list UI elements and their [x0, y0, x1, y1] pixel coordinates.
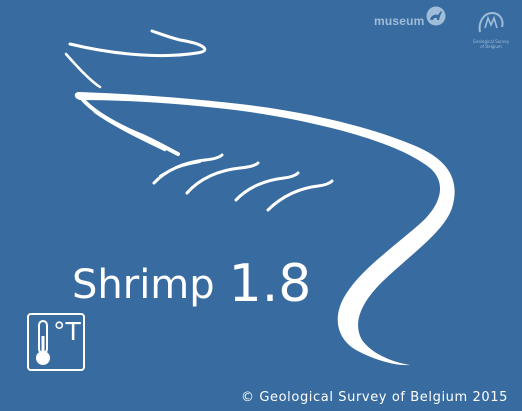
app-title: Shrimp 1.8	[72, 251, 312, 314]
app-icon: °T	[27, 313, 85, 371]
copyright-text: © Geological Survey of Belgium 2015	[241, 390, 508, 405]
shrimp-antenna	[68, 29, 207, 58]
shrimp-leg	[266, 179, 334, 212]
app-icon-label: °T	[53, 317, 81, 346]
shrimp-head	[78, 94, 180, 156]
shrimp-antenna	[64, 52, 102, 89]
museum-logo: museum	[374, 6, 446, 28]
shrimp-head	[93, 110, 167, 152]
shrimp-body	[74, 92, 455, 366]
shrimp-leg	[185, 161, 260, 195]
geological-survey-logo-text: of Belgium	[480, 44, 502, 49]
app-version: 1.8	[228, 254, 312, 314]
shrimp-leg	[152, 153, 224, 185]
geological-survey-emblem-icon	[478, 11, 504, 33]
app-name: Shrimp	[72, 262, 215, 308]
dinosaur-icon	[426, 6, 446, 26]
thermometer-icon	[36, 320, 50, 365]
shrimp-leg	[159, 161, 201, 177]
museum-logo-text: museum	[374, 14, 425, 28]
geological-survey-logo: Geological Survey of Belgium	[468, 10, 514, 49]
shrimp-leg	[234, 171, 300, 202]
geological-survey-logo-text: Geological Survey	[472, 39, 510, 44]
